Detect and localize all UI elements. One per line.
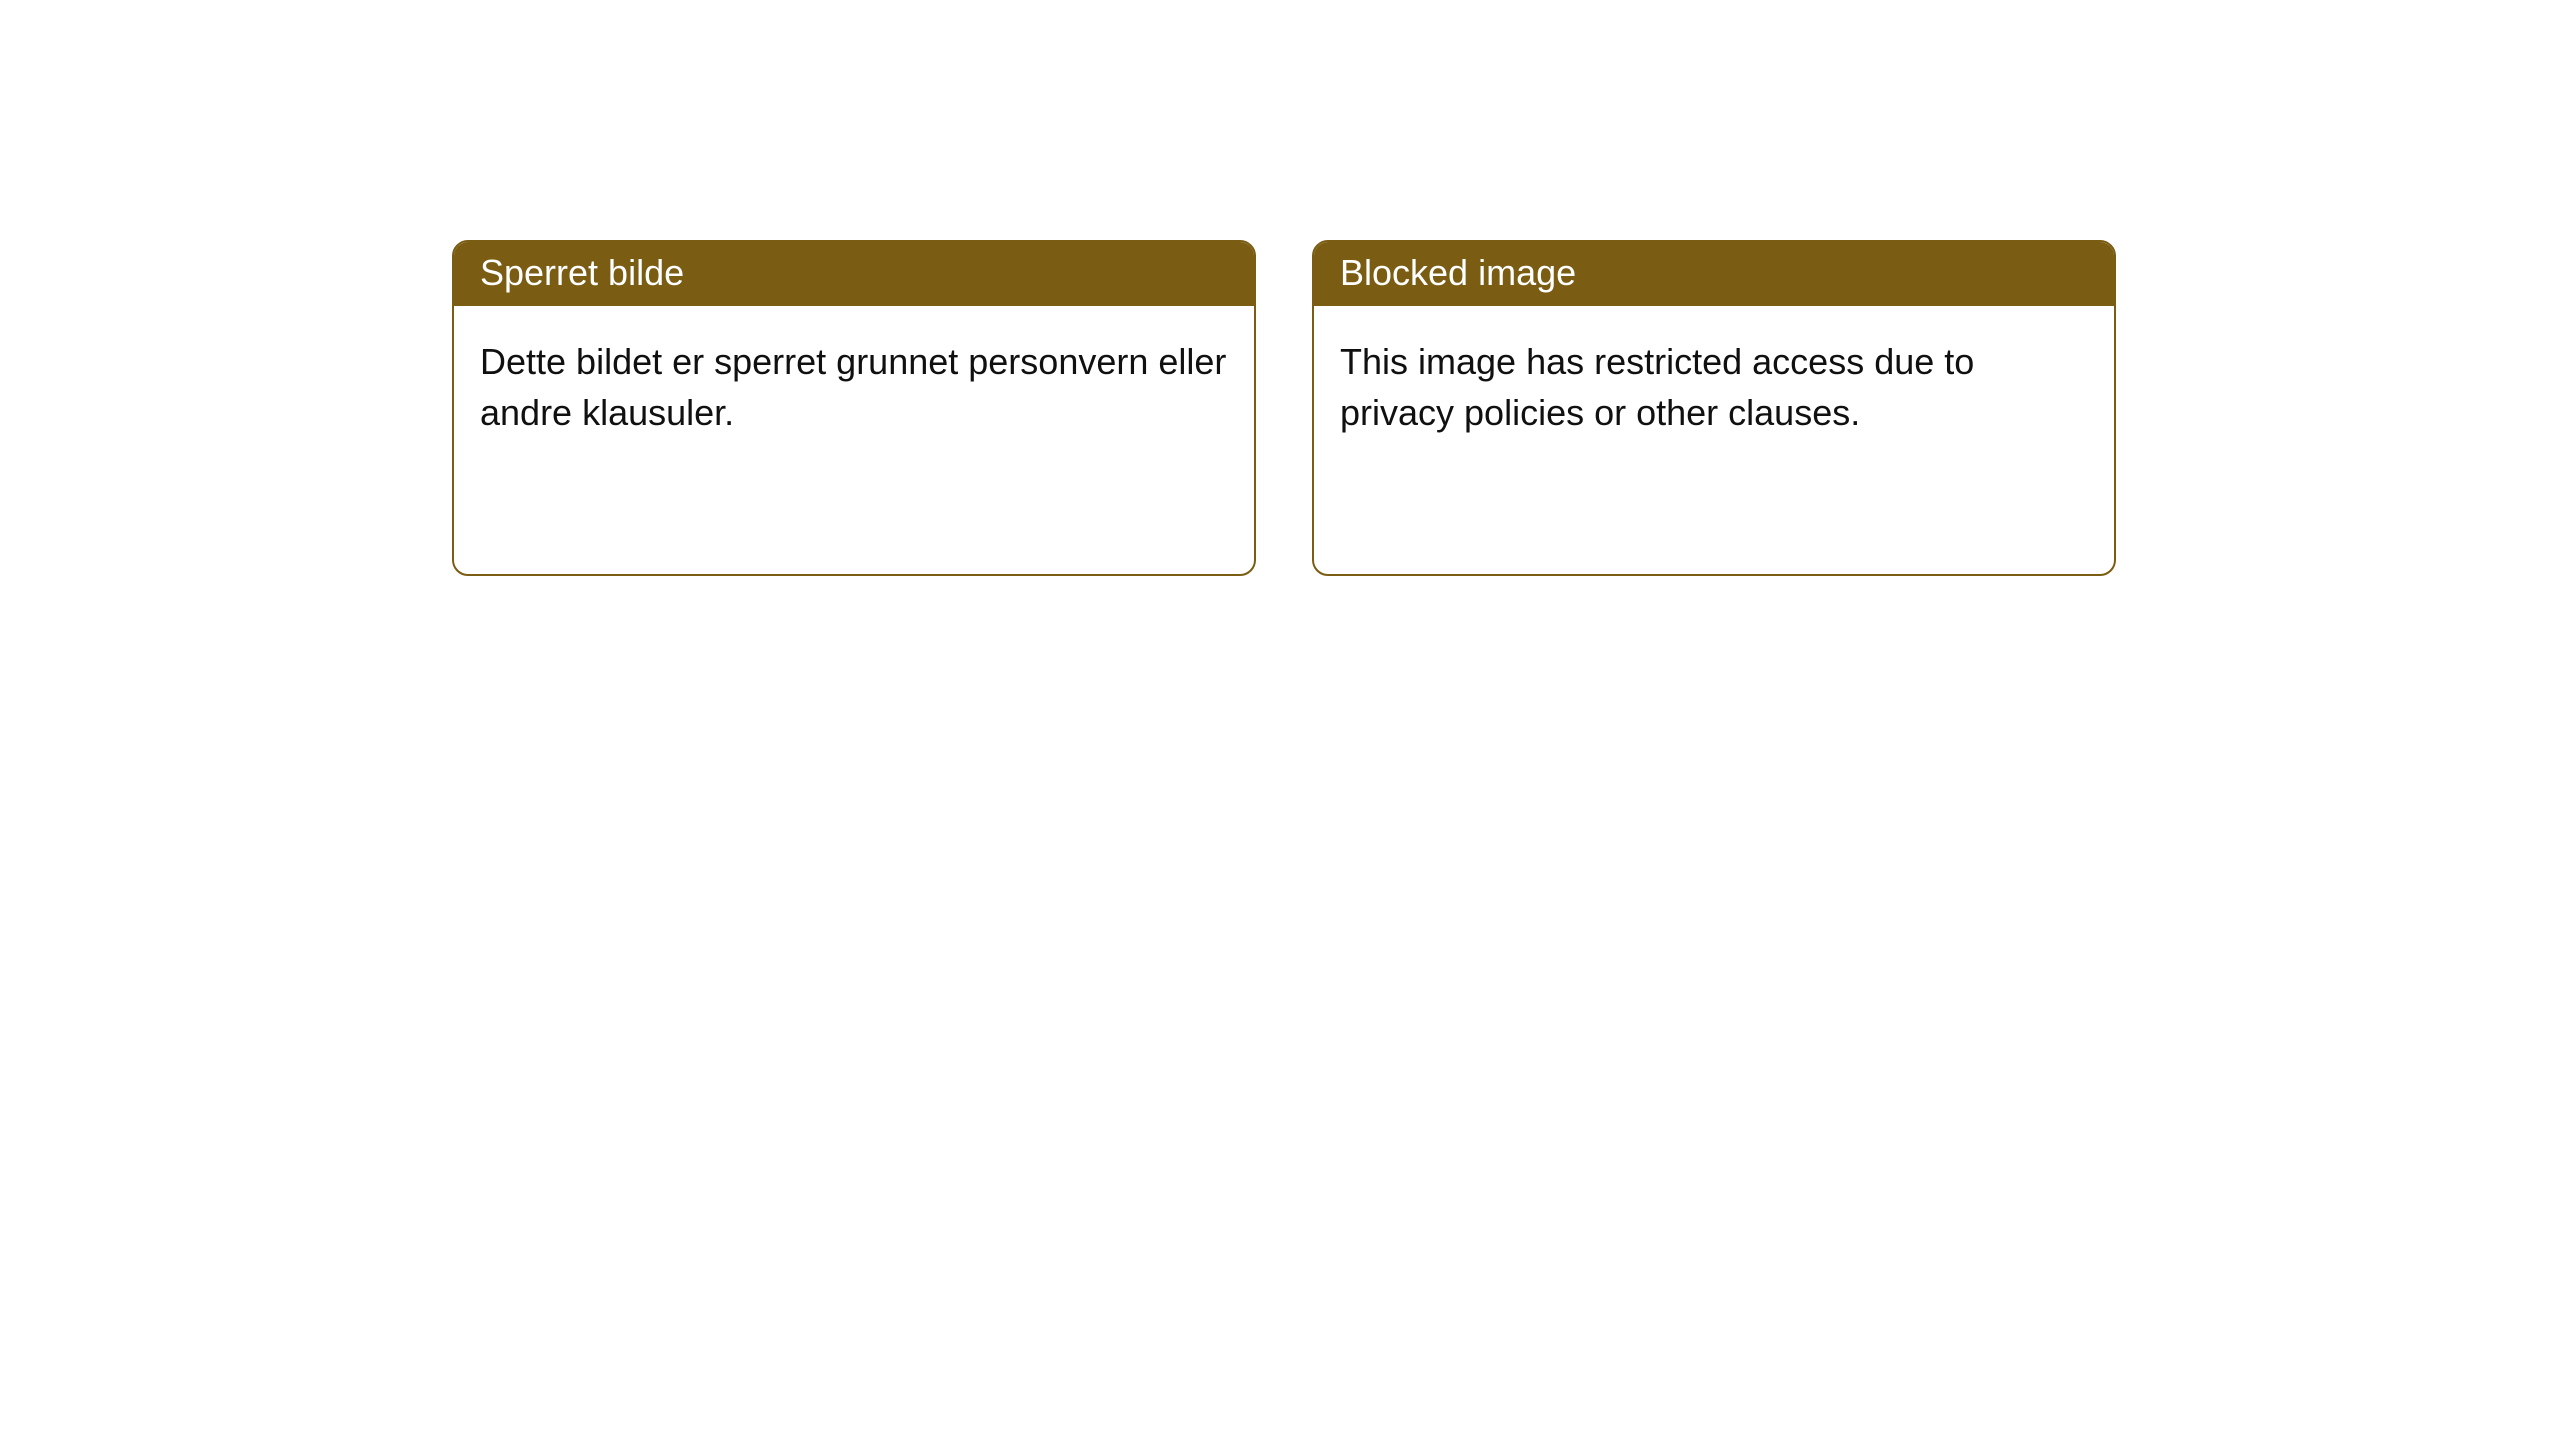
notice-card-norwegian: Sperret bilde Dette bildet er sperret gr… [452,240,1256,576]
notice-title: Sperret bilde [480,252,684,293]
notice-card-english: Blocked image This image has restricted … [1312,240,2116,576]
notice-body: Dette bildet er sperret grunnet personve… [454,306,1254,468]
notice-body-text: This image has restricted access due to … [1340,341,1974,433]
notice-body-text: Dette bildet er sperret grunnet personve… [480,341,1226,433]
notice-header: Blocked image [1314,242,2114,306]
notice-container: Sperret bilde Dette bildet er sperret gr… [0,0,2560,576]
notice-body: This image has restricted access due to … [1314,306,2114,468]
notice-title: Blocked image [1340,252,1576,293]
notice-header: Sperret bilde [454,242,1254,306]
